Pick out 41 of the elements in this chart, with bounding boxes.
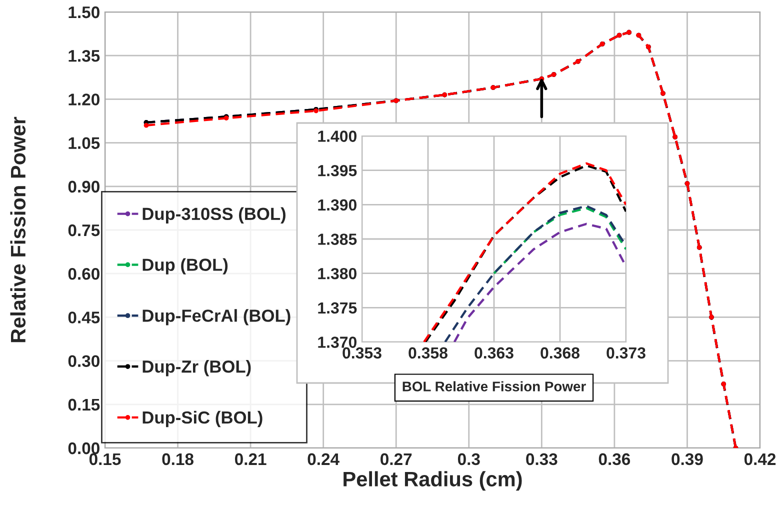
- x-tick-label: 0.24: [308, 453, 340, 466]
- x-tick-label: 0.3: [458, 453, 480, 466]
- x-tick-label: 0.363: [474, 347, 514, 359]
- x-tick-label: 0.373: [606, 347, 646, 359]
- y-tick-label: 0.45: [68, 312, 100, 324]
- y-tick-label: 0.30: [68, 355, 100, 368]
- y-tick-label: 1.400: [318, 130, 356, 142]
- x-tick-label: 0.353: [342, 347, 382, 359]
- x-tick-label: 0.42: [744, 453, 776, 466]
- y-tick-label: 1.370: [318, 336, 356, 348]
- legend-label: Dup (BOL): [142, 258, 228, 274]
- y-tick-label: 1.395: [318, 164, 357, 176]
- y-tick-label: 1.375: [318, 302, 357, 314]
- x-tick-label: 0.27: [380, 453, 412, 466]
- legend-label: Dup-310SS (BOL): [142, 207, 286, 224]
- x-tick-label: 0.18: [162, 453, 194, 466]
- x-tick-label: 0.15: [89, 453, 121, 466]
- y-tick-label: 0.60: [68, 268, 100, 280]
- y-tick-label: 1.380: [318, 268, 356, 280]
- y-tick-label: 1.385: [318, 234, 357, 245]
- x-axis-title: Pellet Radius (cm): [344, 471, 522, 491]
- legend-label: Dup-Zr (BOL): [142, 360, 251, 376]
- legend-label: Dup-FeCrAl (BOL): [142, 309, 290, 326]
- y-tick-label: 0.15: [68, 398, 100, 411]
- x-tick-label: 0.21: [234, 453, 266, 466]
- legend-label: Dup-SiC (BOL): [142, 410, 262, 428]
- y-tick-label: 0.90: [68, 180, 100, 193]
- y-axis-title: Relative Fission Power: [10, 116, 26, 342]
- y-tick-label: 1.50: [68, 6, 100, 18]
- y-tick-label: 1.05: [68, 137, 100, 150]
- y-tick-label: 1.390: [318, 199, 356, 211]
- y-tick-label: 0.00: [68, 442, 100, 454]
- y-tick-label: 0.75: [68, 224, 100, 236]
- x-tick-label: 0.39: [672, 453, 703, 466]
- x-tick-label: 0.36: [598, 453, 630, 466]
- x-axis-title: BOL Relative Fission Power: [402, 381, 586, 392]
- x-tick-label: 0.358: [408, 347, 448, 359]
- y-tick-label: 1.20: [68, 94, 100, 106]
- x-tick-label: 0.368: [540, 347, 580, 359]
- x-tick-label: 0.33: [526, 453, 558, 466]
- y-tick-label: 1.35: [68, 50, 100, 62]
